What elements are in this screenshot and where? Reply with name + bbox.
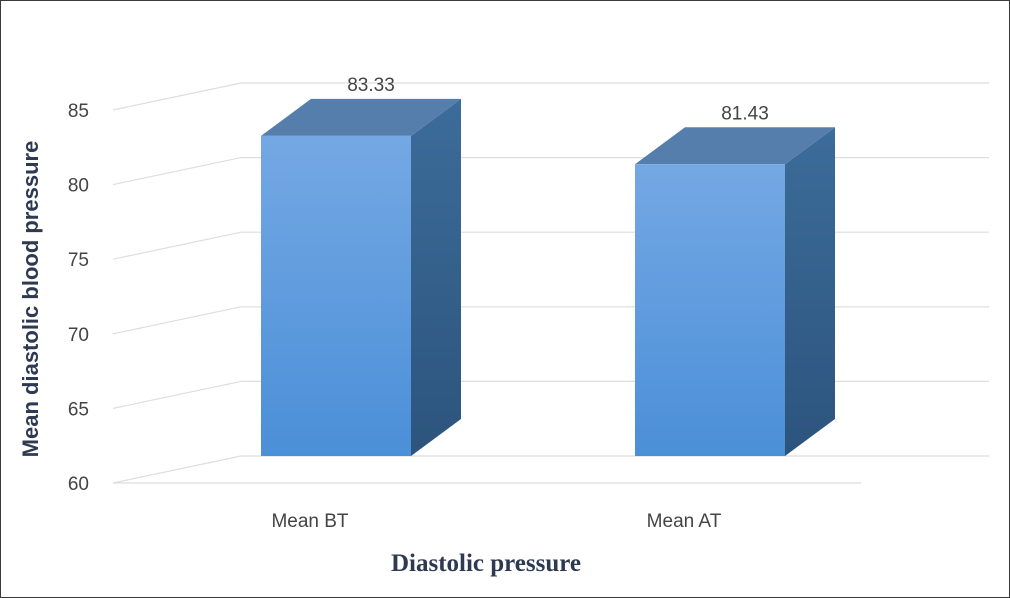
bar-side-face bbox=[785, 127, 835, 456]
gridline-diagonal bbox=[112, 455, 242, 484]
bar-top-face bbox=[635, 127, 835, 165]
y-tick-label: 80 bbox=[68, 176, 89, 197]
gridline-diagonal bbox=[112, 306, 242, 335]
y-axis-title: Mean diastolic blood pressure bbox=[18, 141, 43, 458]
y-tick-label: 75 bbox=[68, 250, 89, 271]
bar-side-face bbox=[411, 98, 461, 457]
y-tick-label: 85 bbox=[68, 101, 89, 122]
gridline-diagonal bbox=[112, 82, 242, 111]
bar-front-face bbox=[261, 135, 411, 457]
x-tick-label: Mean BT bbox=[271, 511, 348, 532]
bar-top-face bbox=[261, 98, 461, 136]
y-tick-label: 70 bbox=[68, 325, 89, 346]
gridline-diagonal bbox=[112, 380, 242, 409]
y-axis-ticks: 60 65 70 75 80 85 bbox=[68, 101, 89, 495]
gridlines bbox=[112, 82, 989, 484]
bar-front-face bbox=[635, 164, 785, 456]
x-axis-categories: Mean BT Mean AT bbox=[271, 511, 721, 532]
bar-mean-bt: 83.33 bbox=[261, 75, 461, 457]
bar-mean-at: 81.43 bbox=[635, 103, 835, 456]
gridline-diagonal bbox=[112, 231, 242, 260]
data-label: 81.43 bbox=[721, 103, 769, 124]
gridline-diagonal bbox=[112, 157, 242, 186]
x-tick-label: Mean AT bbox=[647, 511, 722, 532]
y-tick-label: 65 bbox=[68, 399, 89, 420]
y-tick-label: 60 bbox=[68, 474, 89, 495]
data-label: 83.33 bbox=[347, 75, 395, 96]
bars: 83.33 81.43 bbox=[261, 75, 835, 457]
x-axis-title: Diastolic pressure bbox=[391, 550, 581, 577]
